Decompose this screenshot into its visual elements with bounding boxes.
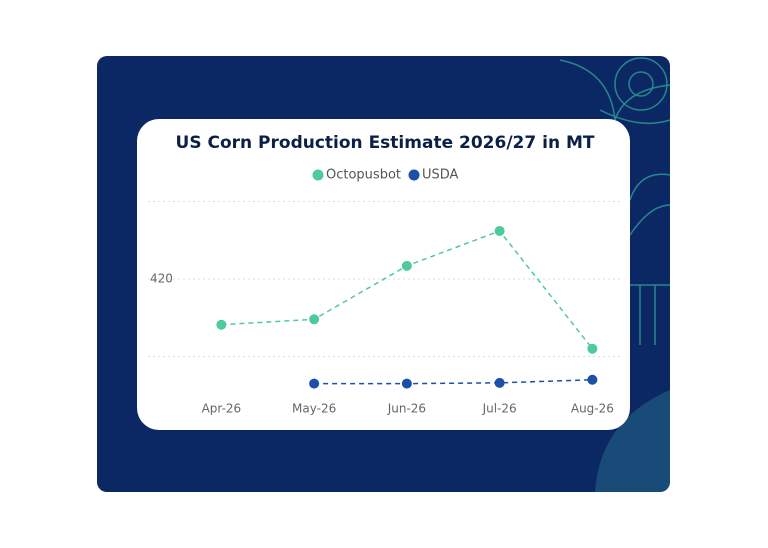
- y-tick-label: 420: [150, 272, 173, 286]
- data-point: [587, 343, 598, 354]
- chart-title: US Corn Production Estimate 2026/27 in M…: [176, 133, 595, 153]
- data-point: [309, 314, 320, 325]
- legend-label: Octopusbot: [326, 168, 401, 183]
- x-tick-label: May-26: [292, 402, 336, 416]
- x-tick-label: Apr-26: [202, 402, 242, 416]
- data-point: [587, 374, 598, 385]
- legend-label: USDA: [422, 168, 459, 183]
- chart-card: [137, 119, 630, 430]
- legend-marker: [312, 169, 324, 181]
- decoration: [559, 57, 670, 492]
- data-point: [309, 378, 320, 389]
- x-tick-label: Jun-26: [387, 402, 426, 416]
- legend-marker: [408, 169, 420, 181]
- series-line: [314, 379, 593, 385]
- data-point: [494, 225, 505, 236]
- x-tick-label: Jul-26: [482, 402, 517, 416]
- data-point: [401, 260, 412, 271]
- data-point: [401, 378, 412, 389]
- plot: 420 Apr-26 May-26 Jun-26 Jul-26 Aug-26 Octopus…: [148, 168, 622, 416]
- data-point: [494, 377, 505, 388]
- x-tick-label: Aug-26: [571, 402, 614, 416]
- data-point: [216, 319, 227, 330]
